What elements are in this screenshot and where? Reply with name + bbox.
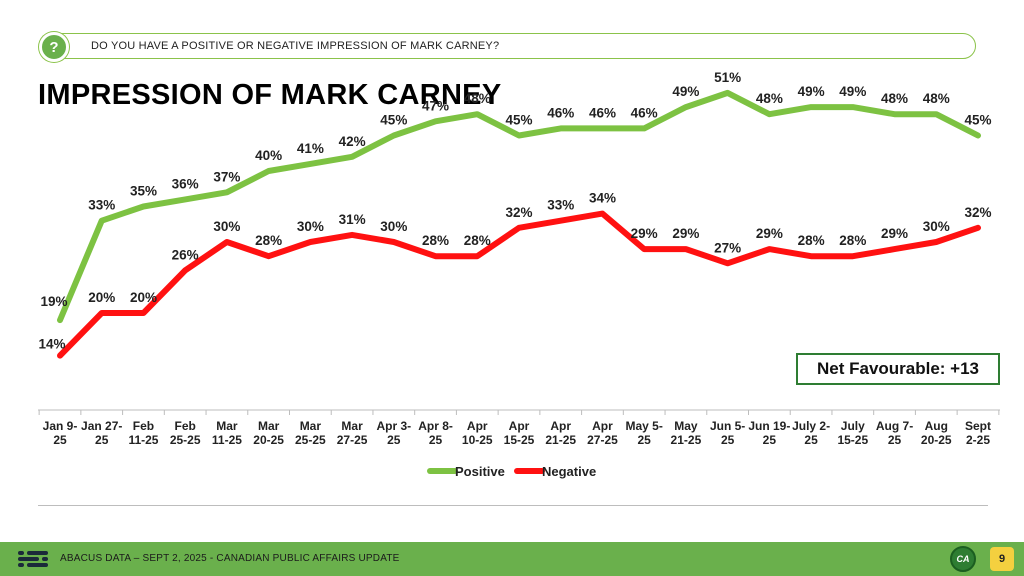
data-label-positive: 48% [923,91,950,106]
x-tick-label: Feb 11-25 [128,419,158,447]
legend: Positive Negative [427,464,596,479]
data-label-positive: 37% [213,169,240,184]
data-label-negative: 32% [964,205,991,220]
x-tick-label: Mar 20-25 [253,419,284,447]
data-label-negative: 29% [672,226,699,241]
data-label-positive: 46% [589,105,616,120]
data-label-negative: 29% [881,226,908,241]
line-chart: 19% 33% 35% 36% 37% 40% 41% 42% 45% 47% 48% 45% 46% 4… [38,70,1000,479]
data-label-positive: 36% [172,176,199,191]
series-line-negative [57,210,981,359]
x-tick-label: Apr 3-25 [376,419,411,447]
data-label-positive: 40% [255,148,282,163]
data-label-positive: 45% [964,113,991,128]
data-label-positive: 33% [88,198,115,213]
legend-label-positive: Positive [455,464,505,479]
data-label-negative: 29% [631,226,658,241]
question-text: DO YOU HAVE A POSITIVE OR NEGATIVE IMPRE… [91,40,500,52]
data-label-negative: 28% [798,233,825,248]
x-tick-label: Aug 20-25 [921,419,952,447]
page-number: 9 [990,547,1014,571]
x-tick-label: Jan 9-25 [43,419,78,447]
data-label-negative: 30% [297,219,324,234]
data-label-positive: 49% [798,84,825,99]
footer-text: ABACUS DATA – SEPT 2, 2025 - CANADIAN PU… [60,553,400,564]
x-tick-label: May 21-25 [671,419,702,447]
data-label-negative: 29% [756,226,783,241]
data-label-positive: 47% [422,98,449,113]
x-tick-label: July 2-25 [792,419,830,447]
x-axis [38,409,1000,415]
x-tick-label: Jun 5-25 [710,419,745,447]
data-labels: 19% 33% 35% 36% 37% 40% 41% 42% 45% 47% 48% 45% 46% 4… [38,70,991,352]
data-label-positive: 35% [130,184,157,199]
data-label-positive: 19% [40,294,67,309]
x-tick-label: Apr 10-25 [462,419,493,447]
x-tick-label: May 5-25 [626,419,663,447]
x-tick-label: Mar 27-25 [337,419,368,447]
data-label-positive: 48% [881,91,908,106]
footer: ABACUS DATA – SEPT 2, 2025 - CANADIAN PU… [0,542,1024,576]
data-label-negative: 34% [589,191,616,206]
ca-badge-icon: CA [950,546,976,572]
data-label-negative: 30% [380,219,407,234]
data-label-negative: 28% [422,233,449,248]
data-label-negative: 28% [464,233,491,248]
data-label-positive: 49% [672,84,699,99]
data-label-negative: 14% [38,337,65,352]
data-label-negative: 31% [339,212,366,227]
data-label-positive: 46% [631,105,658,120]
series-lines [57,89,981,359]
x-tick-label: Apr 21-25 [545,419,576,447]
x-tick-label: July 15-25 [837,419,868,447]
data-label-positive: 45% [505,113,532,128]
net-favourable-box: Net Favourable: +13 [796,353,1000,385]
data-label-negative: 30% [213,219,240,234]
data-label-positive: 51% [714,70,741,85]
data-label-positive: 49% [839,84,866,99]
x-tick-label: Apr 15-25 [504,419,535,447]
question-icon: ? [39,32,69,62]
abacus-logo-icon [18,551,48,567]
data-label-negative: 28% [839,233,866,248]
divider [38,505,988,506]
x-tick-label: Apr 8-25 [418,419,453,447]
x-tick-label: Mar 11-25 [212,419,242,447]
data-label-positive: 42% [339,134,366,149]
data-label-negative: 20% [130,290,157,305]
data-label-positive: 41% [297,141,324,156]
data-label-negative: 28% [255,233,282,248]
x-tick-label: Aug 7-25 [876,419,913,447]
page-title: IMPRESSION OF MARK CARNEY [38,79,502,111]
x-tick-label: Apr 27-25 [587,419,618,447]
data-label-negative: 32% [505,205,532,220]
data-label-negative: 30% [923,219,950,234]
data-label-positive: 48% [756,91,783,106]
data-label-positive: 45% [380,113,407,128]
data-label-negative: 27% [714,240,741,255]
series-line-positive [57,89,981,324]
question-bar: ? DO YOU HAVE A POSITIVE OR NEGATIVE IMP… [39,32,976,62]
x-tick-label: Sept 2-25 [965,419,991,447]
x-tick-label: Feb 25-25 [170,419,201,447]
x-tick-label: Mar 25-25 [295,419,326,447]
x-tick-label: Jan 27-25 [81,419,122,447]
legend-label-negative: Negative [542,464,596,479]
x-tick-label: Jun 19-25 [748,419,790,447]
data-label-negative: 33% [547,198,574,213]
data-label-negative: 26% [172,247,199,262]
data-label-positive: 48% [464,91,491,106]
data-label-negative: 20% [88,290,115,305]
data-label-positive: 46% [547,105,574,120]
